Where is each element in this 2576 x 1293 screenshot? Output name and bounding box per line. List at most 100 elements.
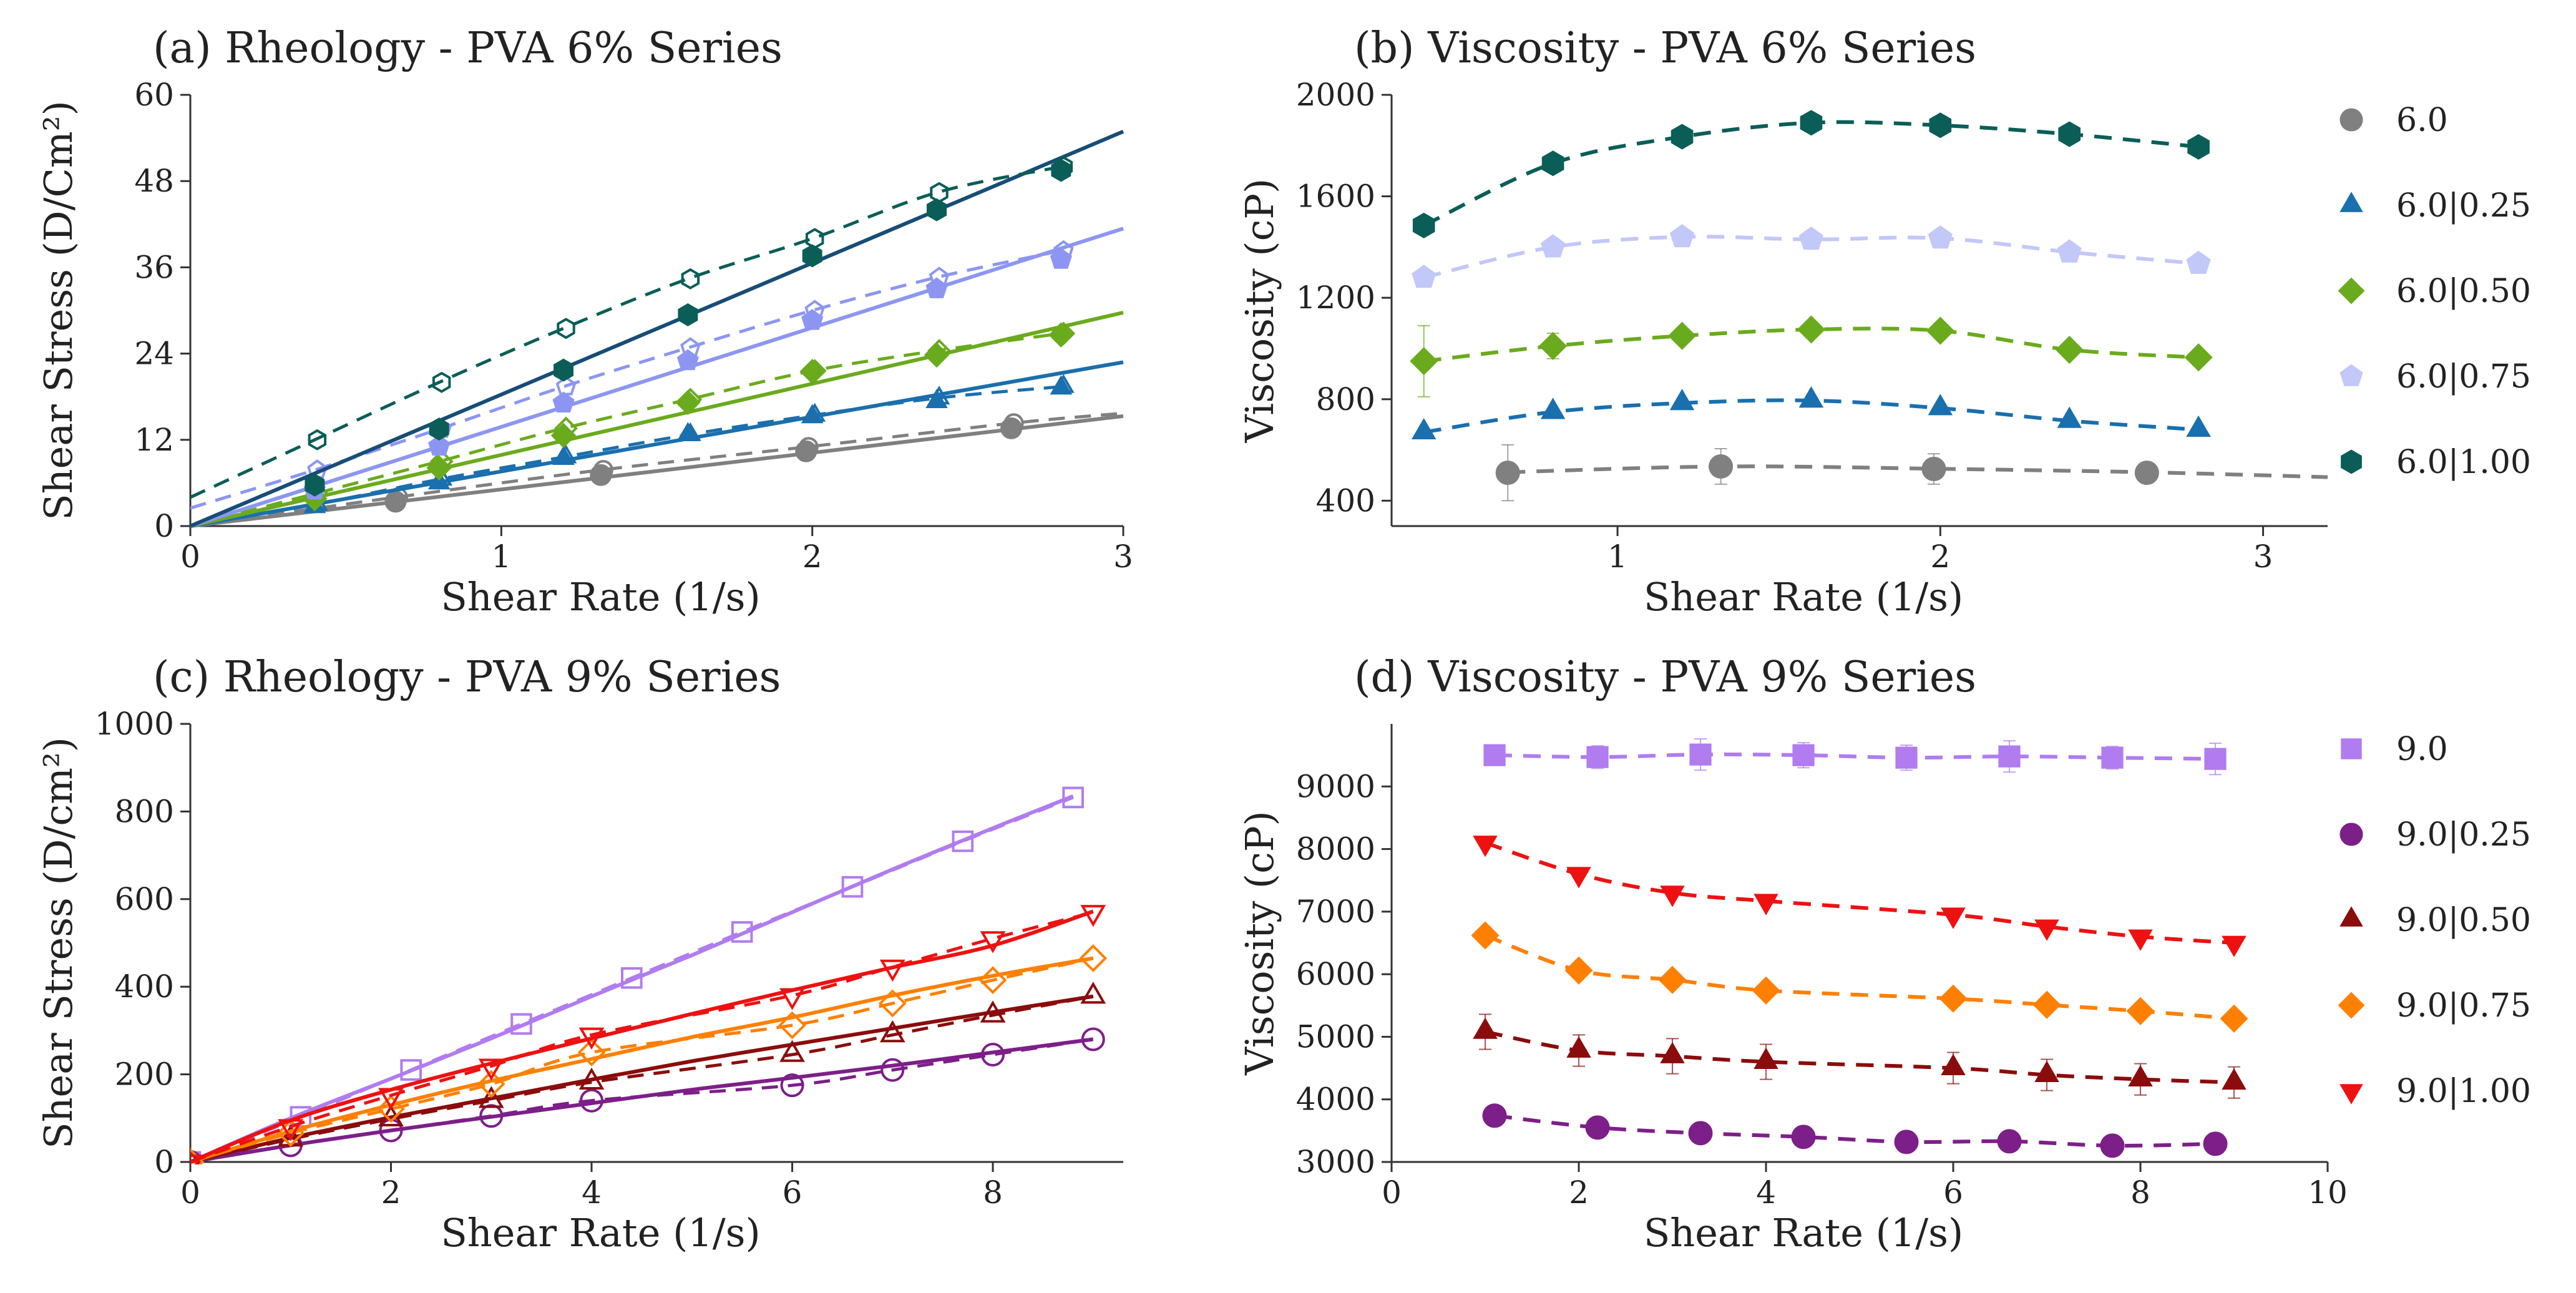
plot-area xyxy=(190,129,1125,528)
data-point xyxy=(1926,316,1954,345)
data-point xyxy=(980,1000,1006,1023)
y-tick-label: 800 xyxy=(115,793,174,829)
data-point-hollow xyxy=(555,376,577,396)
data-point xyxy=(2032,990,2061,1019)
fit-line xyxy=(190,794,1074,1164)
data-point xyxy=(780,1073,804,1098)
data-point xyxy=(1669,224,1695,248)
data-point xyxy=(290,1106,312,1128)
legend-marker xyxy=(2339,364,2363,386)
data-point xyxy=(305,473,325,497)
data-point-hollow xyxy=(927,339,951,363)
data-point-hollow xyxy=(1054,156,1073,178)
trend-line xyxy=(1494,752,2216,761)
y-tick-label: 60 xyxy=(134,77,174,113)
dashed-line xyxy=(190,331,1061,528)
dashed-line xyxy=(190,165,1061,499)
x-tick-label: 1 xyxy=(491,539,511,575)
data-point xyxy=(2203,1131,2228,1156)
y-tick-label: 800 xyxy=(1316,381,1375,417)
data-point xyxy=(1000,417,1023,439)
dashed-line xyxy=(190,385,1061,528)
x-tick-label: 10 xyxy=(2308,1174,2348,1211)
x-tick-label: 0 xyxy=(180,539,200,575)
series-9-0-1-00 xyxy=(1473,836,2247,957)
data-point xyxy=(1080,982,1106,1004)
x-tick-label: 2 xyxy=(381,1174,401,1211)
data-point xyxy=(478,1086,504,1108)
data-point xyxy=(881,1058,905,1082)
y-tick-label: 1600 xyxy=(1296,178,1375,215)
x-tick-label: 0 xyxy=(1382,1174,1402,1211)
legend-marker xyxy=(2339,906,2363,927)
data-point-hollow xyxy=(930,182,949,203)
series-6-0-1-00 xyxy=(190,129,1125,528)
y-tick-label: 36 xyxy=(134,249,174,285)
data-point xyxy=(2204,748,2227,770)
x-axis-label: Shear Rate (1/s) xyxy=(1644,574,1963,620)
data-point xyxy=(400,1059,422,1081)
y-tick-label: 600 xyxy=(115,881,174,917)
data-point xyxy=(1482,1103,1507,1128)
data-point xyxy=(2134,461,2159,485)
data-point xyxy=(477,1070,505,1098)
data-point xyxy=(2220,1004,2248,1033)
data-point xyxy=(1752,976,1780,1005)
y-tick-label: 24 xyxy=(134,336,174,372)
series-6-0-0-25 xyxy=(190,360,1124,528)
data-point xyxy=(1062,786,1084,809)
x-tick-label: 2 xyxy=(1569,1174,1589,1211)
data-point xyxy=(2034,1060,2059,1082)
data-point xyxy=(2034,919,2059,941)
data-point xyxy=(731,921,753,943)
x-tick-label: 1 xyxy=(1608,539,1627,575)
y-tick-label: 400 xyxy=(1316,482,1375,519)
data-point xyxy=(276,1119,305,1148)
data-point xyxy=(1798,386,1824,408)
series-9-0 xyxy=(190,786,1084,1164)
data-point xyxy=(1539,331,1568,361)
x-axis-label: Shear Rate (1/s) xyxy=(441,574,760,620)
trend-line xyxy=(1485,1030,2235,1085)
y-tick-label: 4000 xyxy=(1296,1081,1375,1118)
data-point xyxy=(1658,965,1687,994)
legend-marker xyxy=(2338,277,2365,305)
data-point xyxy=(2187,134,2210,160)
data-point xyxy=(1689,743,1712,766)
data-point xyxy=(879,1020,905,1043)
data-point-hollow xyxy=(1053,240,1074,260)
data-point xyxy=(795,440,817,462)
data-point xyxy=(2128,929,2153,951)
data-point-hollow xyxy=(805,228,824,250)
data-point xyxy=(1660,1042,1685,1063)
data-point xyxy=(577,1038,606,1066)
fit-line xyxy=(190,1037,1094,1164)
series-6-0-0-25 xyxy=(1411,386,2211,439)
data-point xyxy=(779,1040,805,1062)
series-6-0-0-75 xyxy=(1412,224,2211,288)
y-tick-label: 7000 xyxy=(1296,894,1375,930)
legend-marker xyxy=(2338,992,2365,1019)
data-point xyxy=(978,966,1007,995)
data-point-hollow xyxy=(804,300,825,320)
plot-area xyxy=(1410,110,2328,502)
data-point xyxy=(578,1067,605,1090)
x-axis-label: Shear Rate (1/s) xyxy=(1644,1210,1963,1256)
data-point xyxy=(1997,1129,2022,1154)
y-tick-label: 5000 xyxy=(1296,1018,1375,1055)
data-point xyxy=(878,989,907,1018)
data-point xyxy=(1792,744,1815,766)
plot-area xyxy=(190,786,1108,1164)
data-point xyxy=(2100,1133,2125,1158)
series-6-0-0-50 xyxy=(1410,315,2213,398)
dashed-line xyxy=(190,957,1094,1164)
data-point xyxy=(1079,944,1108,972)
series-9-0-1-00 xyxy=(190,905,1106,1164)
series-9-0 xyxy=(1483,738,2227,776)
data-point xyxy=(1928,225,1953,249)
data-point xyxy=(1928,394,1953,416)
data-point xyxy=(1754,894,1778,915)
chart-panel-d: (d) Viscosity - PVA 9% Series 0 2 4 6 8 10 3000… xyxy=(1237,653,2531,1256)
chart-panel-b: (b) Viscosity - PVA 6% Series 1 2 3 400 800 12… xyxy=(1237,24,2531,620)
y-axis-label: Viscosity (cP) xyxy=(1237,811,1282,1076)
